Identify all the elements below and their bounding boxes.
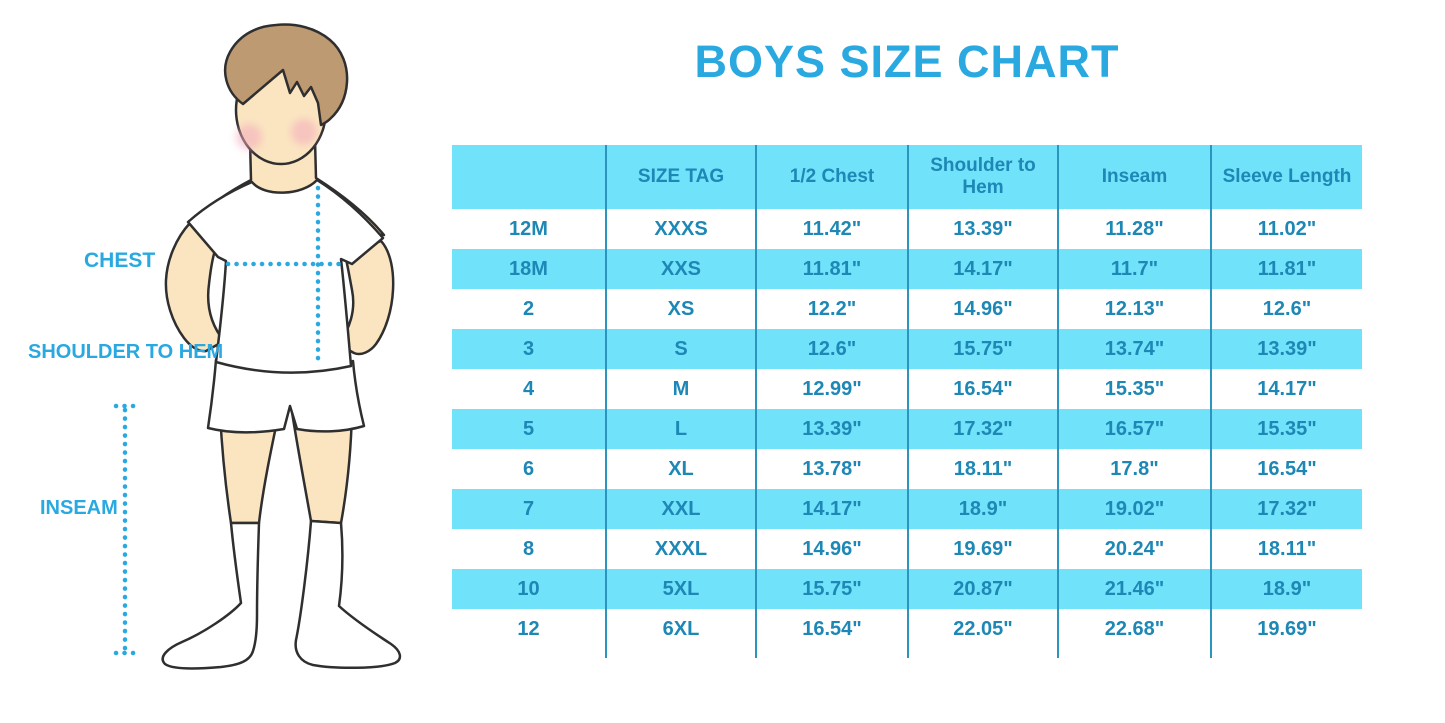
left-cheek	[236, 124, 262, 150]
table-cell: 6XL	[605, 609, 755, 649]
table-cell: 13.39"	[755, 409, 907, 449]
table-cell: XL	[605, 449, 755, 489]
table-cell: 14.17"	[1210, 369, 1362, 409]
column-rule-extension	[1210, 649, 1362, 658]
column-rule-extension	[452, 649, 605, 658]
column-rule-extension	[1057, 649, 1210, 658]
table-cell: 18.11"	[907, 449, 1057, 489]
table-cell: 18.9"	[1210, 569, 1362, 609]
table-cell: 20.24"	[1057, 529, 1210, 569]
right-arm	[336, 239, 395, 356]
inseam-label: INSEAM	[40, 497, 118, 519]
table-cell: 14.17"	[755, 489, 907, 529]
right-cheek	[291, 119, 317, 145]
table-cell: 17.32"	[907, 409, 1057, 449]
table-cell: 5XL	[605, 569, 755, 609]
size-table: SIZE TAG 1/2 Chest Shoulder to Hem Insea…	[452, 145, 1362, 658]
chest-label: CHEST	[84, 249, 156, 272]
table-cell: 11.42"	[755, 209, 907, 249]
table-cell: XXXL	[605, 529, 755, 569]
table-cell: 16.57"	[1057, 409, 1210, 449]
table-cell: 11.81"	[755, 249, 907, 289]
left-arm	[164, 221, 226, 353]
row-label: 12	[452, 609, 605, 649]
table-cell: 14.96"	[907, 289, 1057, 329]
table-cell: 14.17"	[907, 249, 1057, 289]
table-cell: 13.78"	[755, 449, 907, 489]
table-cell: 13.39"	[1210, 329, 1362, 369]
column-rule-extension	[605, 649, 755, 658]
hair	[223, 23, 349, 127]
table-cell: 19.69"	[1210, 609, 1362, 649]
table-cell: 14.96"	[755, 529, 907, 569]
col-header-half-chest: 1/2 Chest	[755, 145, 907, 209]
table-cell: 15.75"	[755, 569, 907, 609]
table-cell: L	[605, 409, 755, 449]
table-cell: 11.28"	[1057, 209, 1210, 249]
row-label: 2	[452, 289, 605, 329]
row-label: 7	[452, 489, 605, 529]
table-cell: 13.74"	[1057, 329, 1210, 369]
right-sock	[294, 519, 402, 670]
table-cell: 19.02"	[1057, 489, 1210, 529]
table-cell: 22.05"	[907, 609, 1057, 649]
col-header-shoulder-to-hem: Shoulder to Hem	[907, 145, 1057, 209]
column-rule-extension	[755, 649, 907, 658]
table-cell: 12.13"	[1057, 289, 1210, 329]
table-cell: XXL	[605, 489, 755, 529]
table-cell: M	[605, 369, 755, 409]
page-title: BOYS SIZE CHART	[694, 36, 1120, 87]
table-cell: 22.68"	[1057, 609, 1210, 649]
row-label: 3	[452, 329, 605, 369]
table-cell: XXS	[605, 249, 755, 289]
row-label: 12M	[452, 209, 605, 249]
shoulder-to-hem-label: SHOULDER TO HEM	[28, 341, 224, 363]
table-cell: 11.02"	[1210, 209, 1362, 249]
table-cell: 21.46"	[1057, 569, 1210, 609]
table-cell: 15.35"	[1210, 409, 1362, 449]
table-cell: 11.81"	[1210, 249, 1362, 289]
table-cell: 12.99"	[755, 369, 907, 409]
table-cell: 12.6"	[755, 329, 907, 369]
row-label: 18M	[452, 249, 605, 289]
table-cell: 18.9"	[907, 489, 1057, 529]
column-rule-extension	[907, 649, 1057, 658]
table-cell: 12.6"	[1210, 289, 1362, 329]
table-cell: 16.54"	[755, 609, 907, 649]
row-label: 6	[452, 449, 605, 489]
col-header-size-tag: SIZE TAG	[605, 145, 755, 209]
col-header-size	[452, 145, 605, 209]
col-header-sleeve-length: Sleeve Length	[1210, 145, 1362, 209]
table-cell: 15.35"	[1057, 369, 1210, 409]
left-sock	[161, 521, 261, 670]
table-cell: 16.54"	[907, 369, 1057, 409]
t-shirt	[186, 178, 385, 374]
table-cell: S	[605, 329, 755, 369]
table-cell: 18.11"	[1210, 529, 1362, 569]
table-cell: 19.69"	[907, 529, 1057, 569]
table-cell: 15.75"	[907, 329, 1057, 369]
table-cell: 11.7"	[1057, 249, 1210, 289]
row-label: 10	[452, 569, 605, 609]
table-cell: XXXS	[605, 209, 755, 249]
col-header-inseam: Inseam	[1057, 145, 1210, 209]
table-cell: 20.87"	[907, 569, 1057, 609]
table-cell: 16.54"	[1210, 449, 1362, 489]
row-label: 4	[452, 369, 605, 409]
table-cell: 17.32"	[1210, 489, 1362, 529]
table-cell: 13.39"	[907, 209, 1057, 249]
table-cell: XS	[605, 289, 755, 329]
table-cell: 12.2"	[755, 289, 907, 329]
table-cell: 17.8"	[1057, 449, 1210, 489]
row-label: 8	[452, 529, 605, 569]
row-label: 5	[452, 409, 605, 449]
boy-measurement-illustration	[113, 23, 402, 670]
